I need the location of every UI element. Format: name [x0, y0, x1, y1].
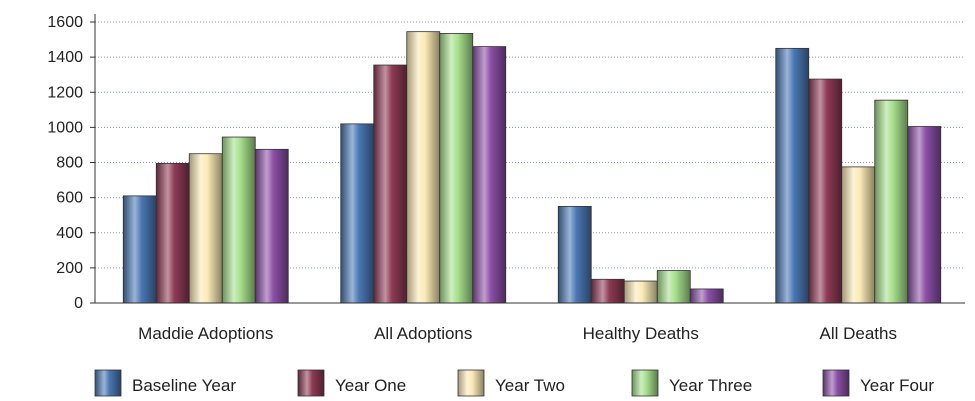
axes — [90, 14, 965, 304]
bar — [254, 148, 289, 304]
x-category-label: All Deaths — [820, 324, 897, 343]
legend-label: Year One — [335, 376, 406, 395]
bar — [623, 280, 658, 304]
bar — [841, 166, 876, 304]
bar — [775, 47, 810, 304]
y-tick-label: 400 — [56, 225, 83, 242]
y-tick-label: 1200 — [47, 84, 83, 101]
labels: 0 200 400 600 800 1000 1200 1400 1600 Maddie Adop… — [47, 14, 897, 343]
legend-label: Year Two — [495, 376, 565, 395]
bar — [373, 64, 408, 304]
bar — [689, 288, 724, 304]
y-tick-label: 1000 — [47, 119, 83, 136]
y-tick-label: 200 — [56, 260, 83, 277]
bar — [188, 153, 223, 304]
bar — [907, 126, 942, 304]
bar — [406, 31, 441, 304]
bars — [122, 31, 942, 304]
bar — [656, 270, 691, 304]
legend-swatch — [94, 369, 122, 397]
legend-swatch — [457, 369, 485, 397]
legend-label: Year Four — [860, 376, 934, 395]
legend-swatch — [297, 369, 325, 397]
legend-label: Year Three — [669, 376, 752, 395]
y-tick-label: 600 — [56, 190, 83, 207]
y-tick-label: 1600 — [47, 14, 83, 31]
x-category-label: All Adoptions — [374, 324, 472, 343]
bar — [808, 78, 843, 304]
bar — [122, 195, 157, 304]
bar — [340, 123, 375, 304]
y-tick-label: 1400 — [47, 49, 83, 66]
legend-swatch — [822, 369, 850, 397]
legend-swatch — [631, 369, 659, 397]
x-category-label: Maddie Adoptions — [138, 324, 273, 343]
bar — [155, 162, 190, 304]
y-tick-label: 0 — [74, 295, 83, 312]
bar — [221, 136, 256, 304]
x-category-label: Healthy Deaths — [583, 324, 699, 343]
y-tick-label: 800 — [56, 155, 83, 172]
legend-label: Baseline Year — [132, 376, 236, 395]
bar — [557, 206, 592, 304]
legend: Baseline Year Year One Year Two Year Three Y… — [94, 369, 934, 397]
bar — [590, 278, 625, 304]
bar — [472, 46, 507, 304]
bar — [874, 99, 909, 304]
bar — [439, 33, 474, 304]
